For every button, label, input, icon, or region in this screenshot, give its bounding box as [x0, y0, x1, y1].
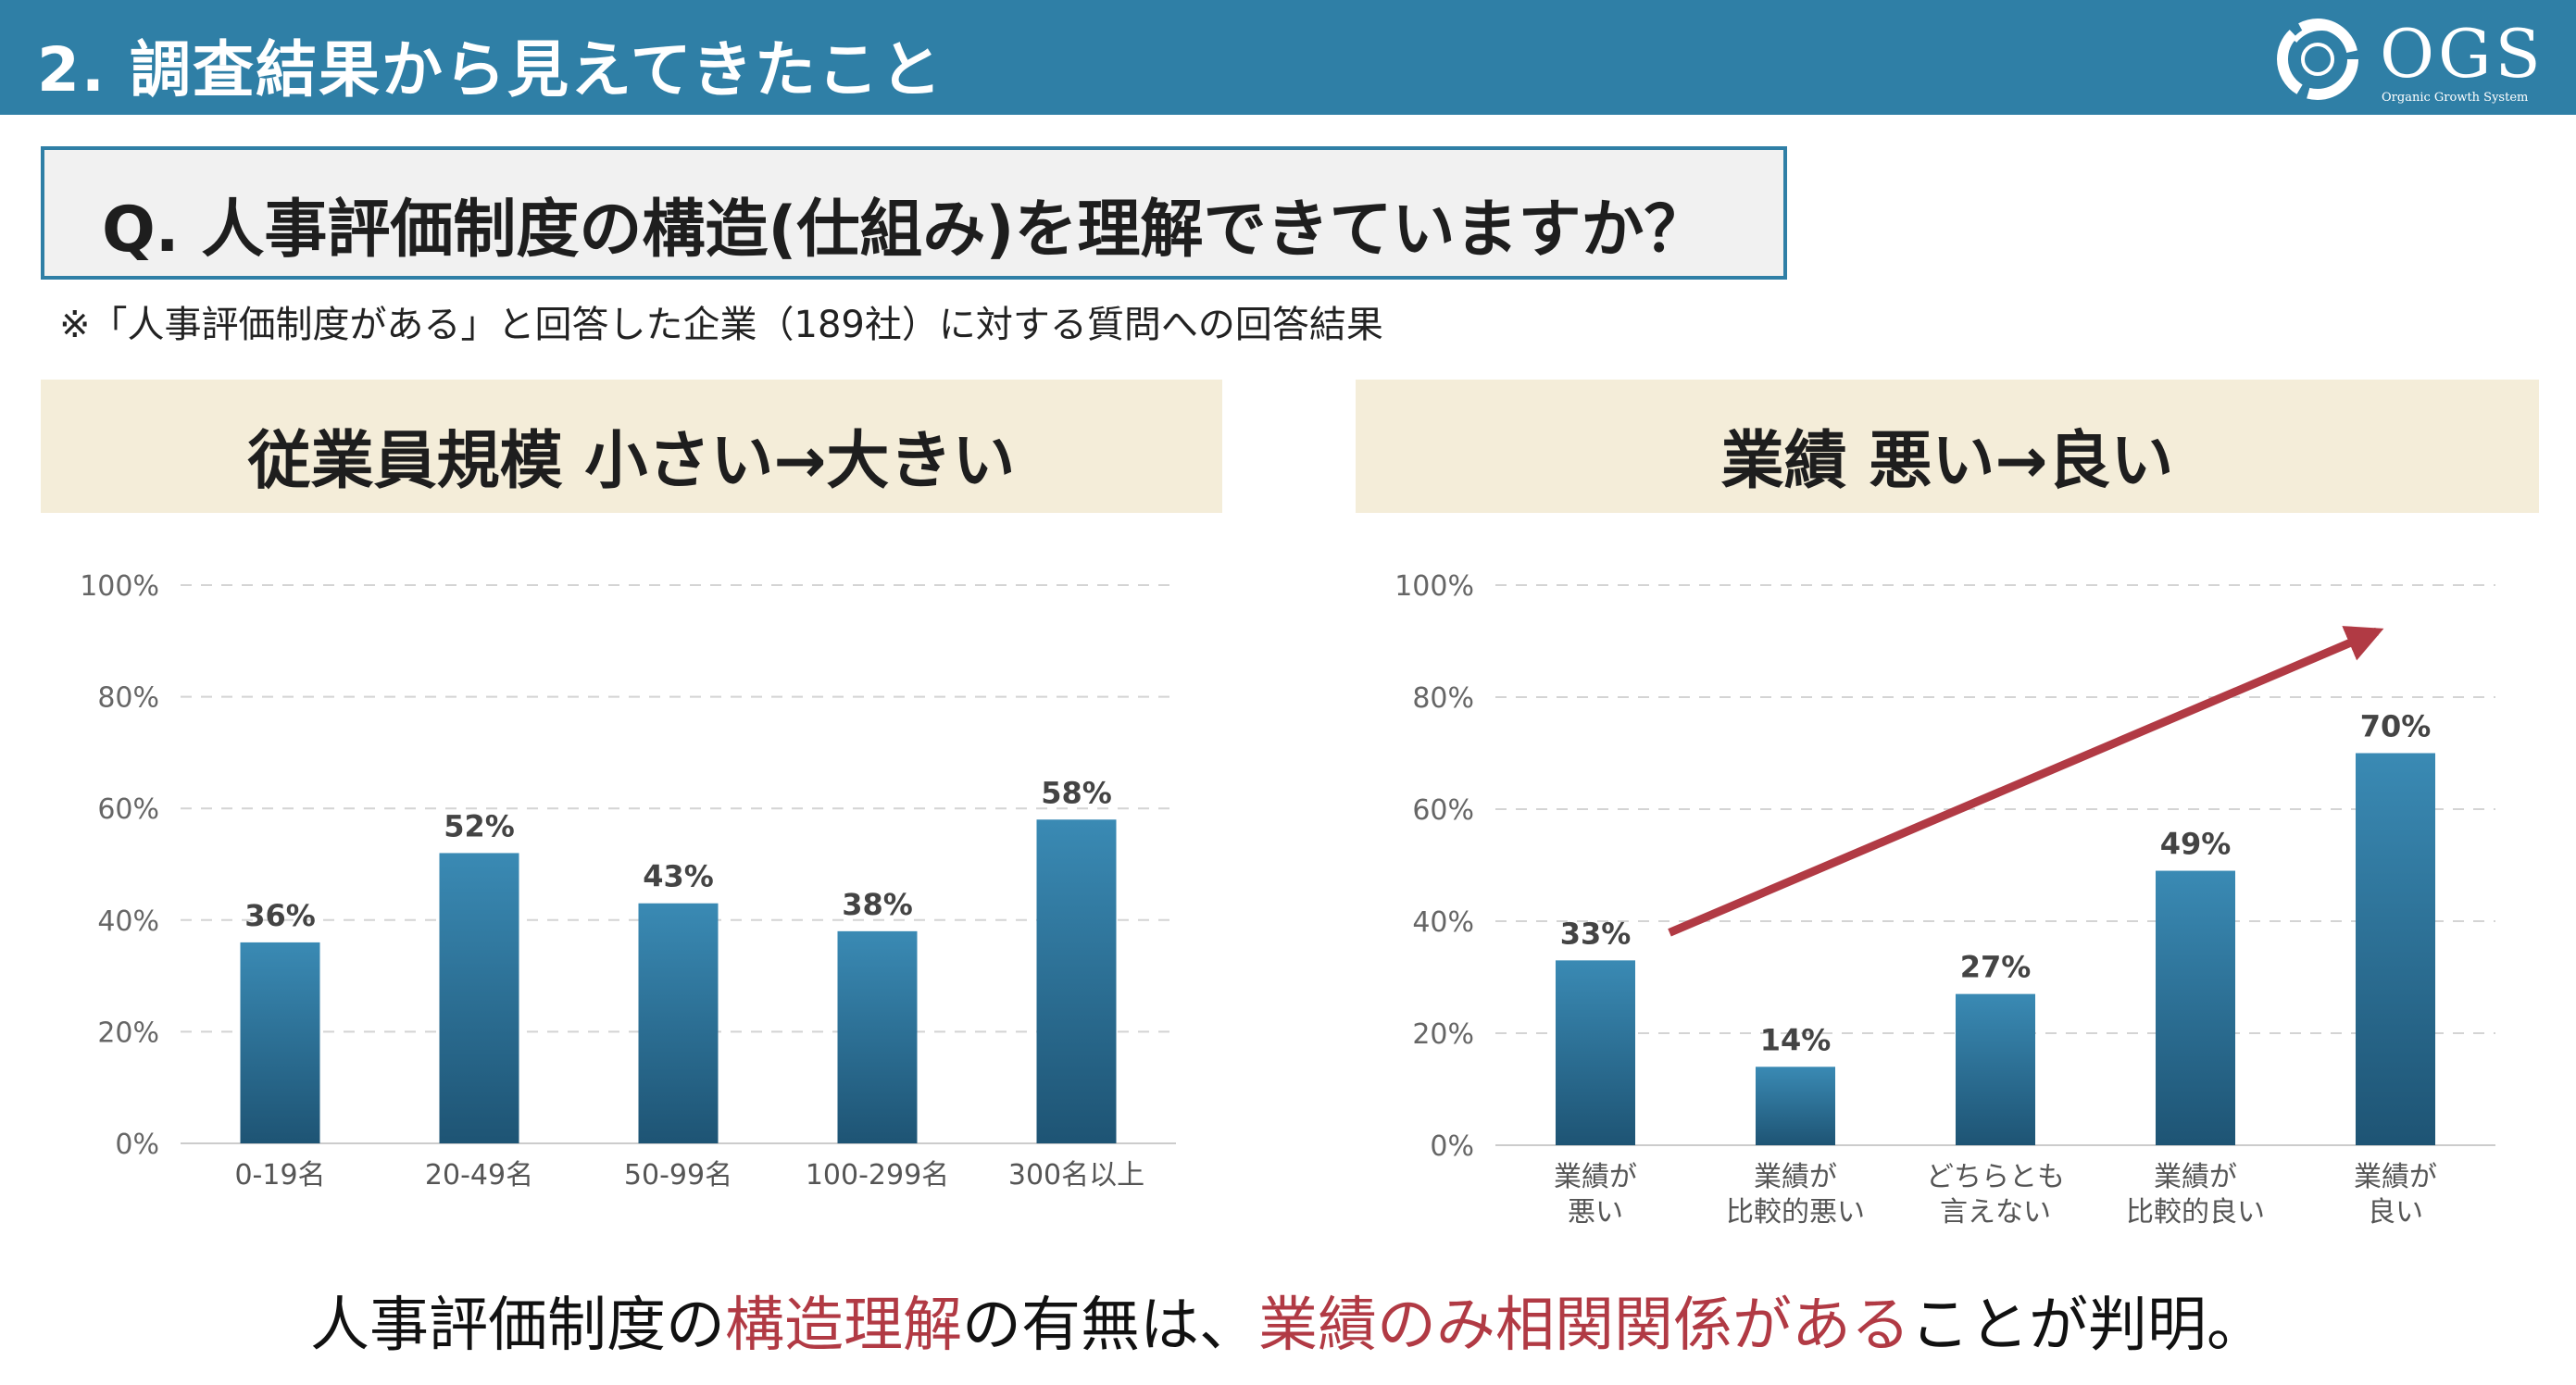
y-tick-label-performance: 0% — [1430, 1130, 1474, 1163]
data-label-size: 38% — [842, 887, 913, 922]
data-label-size: 52% — [444, 808, 515, 843]
x-tick-label-performance: 良い — [2368, 1196, 2423, 1229]
conclusion-highlight-structure: 構造理解 — [725, 1291, 962, 1360]
data-label-size: 58% — [1041, 775, 1112, 810]
conclusion-part1: 人事評価制度の — [310, 1291, 725, 1360]
panel-title-size: 従業員規模 小さい→大きい — [247, 425, 1016, 498]
y-tick-label-size: 80% — [97, 682, 159, 715]
y-tick-label-size: 0% — [115, 1129, 159, 1161]
trend-arrow — [1668, 626, 2384, 937]
bar-performance — [1556, 960, 1635, 1145]
question-text: Q. 人事評価制度の構造(仕組み)を理解できていますか？ — [102, 193, 1707, 267]
conclusion-part3: の有無は、 — [962, 1291, 1258, 1360]
panel-title-box-size: 従業員規模 小さい→大きい — [41, 380, 1222, 513]
bar-size — [439, 853, 519, 1143]
panel-title-box-performance: 業績 悪い→良い — [1356, 380, 2539, 513]
header-bar: 2. 調査結果から見えてきたこと OGS Organic Growth Syst… — [0, 0, 2576, 115]
bar-size — [837, 930, 918, 1143]
y-tick-label-performance: 20% — [1412, 1018, 1474, 1051]
data-label-performance: 33% — [1560, 916, 1632, 951]
y-tick-label-size: 60% — [97, 793, 159, 826]
bar-performance — [2356, 753, 2435, 1145]
y-tick-label-size: 40% — [97, 905, 159, 938]
x-tick-label-performance: 業績が — [2154, 1161, 2237, 1193]
logo-subtext: Organic Growth System — [2382, 91, 2529, 105]
data-label-performance: 49% — [2160, 827, 2232, 862]
y-tick-label-performance: 80% — [1412, 682, 1474, 715]
logo-ring-icon — [2277, 19, 2358, 100]
bar-size — [1036, 819, 1117, 1143]
ogs-logo: OGS Organic Growth System — [2267, 13, 2563, 106]
survey-note: ※「人事評価制度がある」と回答した企業（189社）に対する質問への回答結果 — [59, 304, 1383, 346]
bar-charts: 0% 20% 40% 60% 80% 100% 36% 0-19名 52% 20-49名 43% 50… — [80, 570, 2495, 1229]
bar-performance — [1756, 1067, 1835, 1145]
x-tick-label-size: 50-99名 — [624, 1159, 732, 1192]
page-title: 2. 調査結果から見えてきたこと — [37, 34, 944, 106]
x-tick-label-performance: 業績が — [2354, 1161, 2437, 1193]
bar-performance — [2156, 870, 2235, 1145]
question-box: Q. 人事評価制度の構造(仕組み)を理解できていますか？ — [41, 146, 1787, 280]
y-tick-label-performance: 40% — [1412, 906, 1474, 939]
data-label-performance: 27% — [1960, 950, 2032, 985]
y-tick-label-size: 100% — [80, 570, 159, 603]
panel-title-performance: 業績 悪い→良い — [1720, 425, 2174, 498]
conclusion-highlight-correlation: 業績のみ相関関係がある — [1258, 1291, 1910, 1360]
x-tick-label-performance: 悪い — [1568, 1196, 1623, 1229]
logo-text: OGS — [2380, 15, 2545, 93]
data-label-performance: 70% — [2360, 709, 2432, 744]
data-label-performance: 14% — [1760, 1022, 1832, 1057]
bar-size — [638, 903, 719, 1143]
x-tick-label-performance: 業績が — [1754, 1161, 1837, 1193]
data-label-size: 43% — [643, 859, 714, 894]
x-tick-label-performance: 業績が — [1554, 1161, 1637, 1193]
x-tick-label-size: 100-299名 — [806, 1159, 949, 1192]
x-tick-label-size: 0-19名 — [234, 1159, 325, 1192]
conclusion-part5: ことが判明。 — [1910, 1291, 2266, 1360]
x-tick-label-size: 300名以上 — [1008, 1159, 1144, 1192]
y-tick-label-performance: 60% — [1412, 794, 1474, 827]
x-tick-label-performance: どちらとも — [1926, 1161, 2065, 1193]
data-label-size: 36% — [244, 898, 316, 933]
conclusion-text: 人事評価制度の構造理解の有無は、業績のみ相関関係があることが判明。 — [0, 1278, 2576, 1363]
y-tick-label-size: 20% — [97, 1017, 159, 1049]
x-tick-label-performance: 比較的良い — [2126, 1196, 2265, 1229]
x-tick-label-performance: 言えない — [1940, 1196, 2051, 1229]
y-tick-label-performance: 100% — [1394, 570, 1474, 603]
x-tick-label-size: 20-49名 — [425, 1159, 533, 1192]
bar-size — [240, 942, 320, 1143]
x-tick-label-performance: 比較的悪い — [1726, 1196, 1865, 1229]
bar-performance — [1956, 993, 2035, 1145]
